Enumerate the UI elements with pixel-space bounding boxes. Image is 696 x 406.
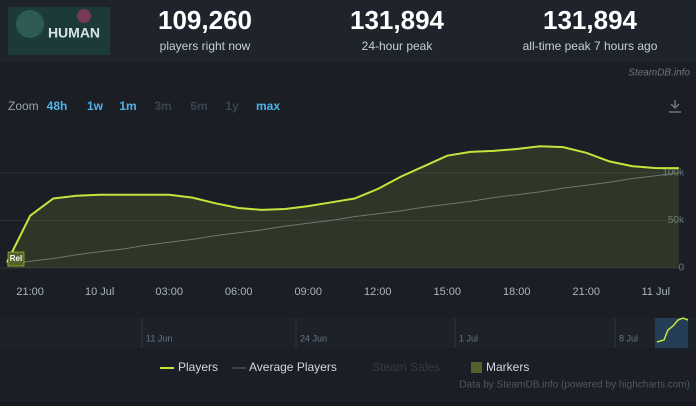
stat-label: 24-hour peak: [362, 39, 434, 53]
navigator: [0, 318, 696, 348]
legend-label[interactable]: Players: [178, 360, 218, 374]
stat-label: players right now: [160, 39, 251, 53]
area: [7, 146, 679, 268]
stat-value: 131,894: [350, 5, 445, 35]
zoom-button[interactable]: 48h: [47, 99, 68, 113]
navigator-label: 11 Jun: [146, 333, 172, 343]
navigator-labels: 11 Jun 24 Jun 1 Jul 8 Jul: [141, 318, 638, 348]
x-tick-label: 12:00: [364, 286, 392, 298]
players-line: [6, 145, 679, 263]
x-tick-label: 21:00: [572, 286, 600, 298]
y-tick-label: 50k: [668, 215, 685, 226]
stat-value: 131,894: [543, 5, 638, 35]
legend-label[interactable]: Average Players: [249, 360, 337, 374]
logo-art: [77, 9, 91, 23]
logo-art: [16, 10, 44, 38]
marker[interactable]: [7, 251, 25, 267]
zoom-button[interactable]: 3m: [154, 99, 171, 113]
zoom-button[interactable]: 1m: [119, 99, 136, 113]
zoom-button[interactable]: 1w: [87, 99, 104, 113]
zoom-button[interactable]: max: [256, 99, 280, 113]
credit: Data by SteamDB.info (powered by highcha…: [459, 380, 690, 391]
x-tick-label: 21:00: [16, 286, 44, 298]
x-tick-label: 06:00: [225, 286, 253, 298]
navigator-label: 1 Jul: [459, 333, 478, 343]
legend-label[interactable]: Steam Sales: [372, 360, 440, 374]
header-bar: [0, 0, 696, 62]
x-tick-label: 11 Jul: [641, 286, 670, 298]
legend: Players Average Players Steam Sales Markers: [160, 360, 529, 374]
x-tick-label: 10 Jul: [85, 286, 114, 298]
stat-label: all-time peak 7 hours ago: [523, 39, 658, 53]
legend-swatch: [471, 362, 482, 373]
stat-value: 109,260: [158, 5, 252, 35]
zoom-button[interactable]: 6m: [190, 99, 207, 113]
zoom-buttons: 48h 1w 1m 3m 6m 1y max: [47, 99, 281, 113]
y-tick-label: 0: [678, 263, 684, 274]
marker-label: Rel: [10, 254, 22, 263]
legend-label[interactable]: Markers: [486, 360, 529, 374]
navigator-label: 24 Jun: [300, 333, 327, 343]
navigator-line: [656, 317, 689, 343]
source[interactable]: SteamDB.info: [628, 68, 690, 79]
average-line: [6, 172, 679, 265]
x-tick-label: 09:00: [294, 286, 322, 298]
download-icon[interactable]: [669, 100, 681, 113]
navigator-window[interactable]: [655, 318, 688, 348]
navigator-label: 8 Jul: [619, 333, 638, 343]
x-tick-label: 15:00: [433, 286, 461, 298]
x-tick-label: 18:00: [503, 286, 531, 298]
zoom-label: Zoom: [8, 99, 39, 113]
zoom-button[interactable]: 1y: [225, 99, 239, 113]
x-tick-label: 03:00: [155, 286, 183, 298]
logo-text: HUMAN: [48, 25, 100, 41]
